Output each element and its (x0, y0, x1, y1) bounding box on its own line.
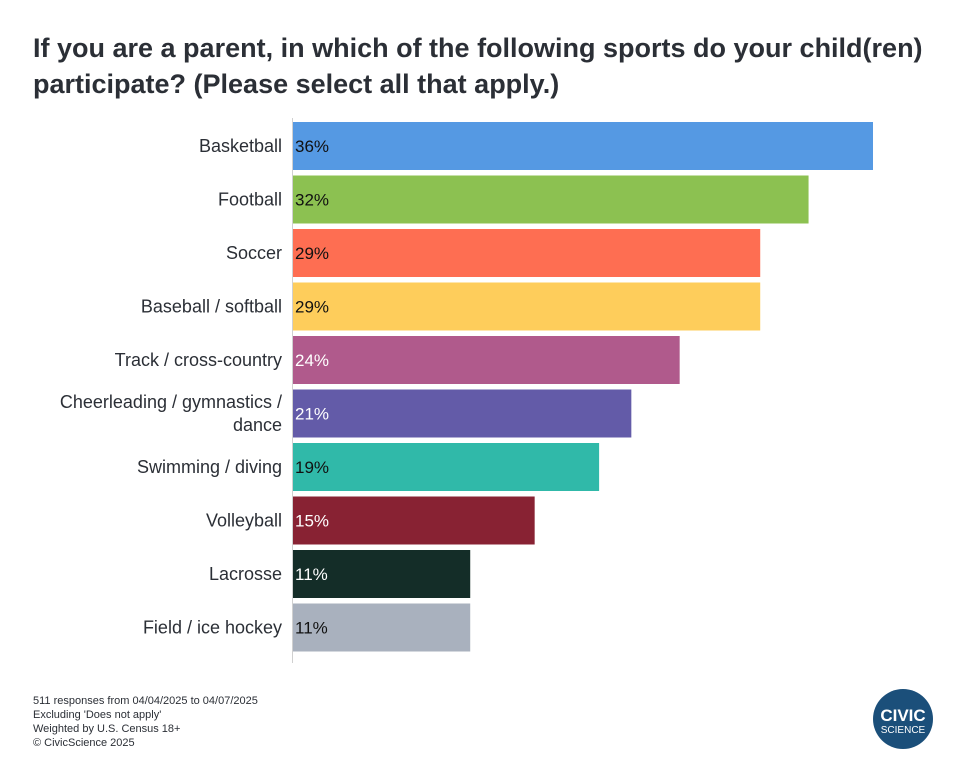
category-label-line: Baseball / softball (141, 297, 282, 317)
logo-text-science: SCIENCE (881, 725, 926, 736)
category-label-line: dance (233, 415, 282, 435)
category-label-line: Swimming / diving (137, 457, 282, 477)
bar-value-label: 29% (295, 298, 329, 317)
category-label-line: Cheerleading / gymnastics / (60, 392, 282, 412)
chart-title: If you are a parent, in which of the fol… (33, 33, 923, 99)
civicscience-logo: CIVIC SCIENCE (873, 689, 933, 749)
category-label: Volleyball (206, 511, 282, 531)
bars-group: 36% Basketball 32% Football 29% Soccer 29% Base… (60, 122, 873, 652)
bar-9 (293, 550, 471, 598)
bar-value-label: 36% (295, 137, 329, 156)
category-label-line: Football (218, 190, 282, 210)
category-label: Field / ice hockey (143, 618, 282, 638)
footer-notes: 511 responses from 04/04/2025 to 04/07/2… (33, 694, 258, 750)
category-label-line: Basketball (199, 136, 282, 156)
bar-value-label: 11% (295, 619, 328, 638)
bar-8 (293, 496, 535, 545)
footer-weighting: Weighted by U.S. Census 18+ (33, 723, 181, 735)
bar-7 (293, 443, 600, 491)
category-label-line: Field / ice hockey (143, 618, 282, 638)
logo-circle-icon (873, 689, 933, 749)
bar-value-label: 15% (295, 512, 329, 531)
footer-excluding: Excluding 'Does not apply' (33, 709, 162, 721)
footer-responses: 511 responses from 04/04/2025 to 04/07/2… (33, 695, 258, 707)
category-label: Lacrosse (209, 564, 282, 584)
bar-value-label: 11% (295, 565, 328, 584)
category-label: Baseball / softball (141, 297, 282, 317)
category-label-line: Soccer (226, 243, 282, 263)
category-label: Football (218, 190, 282, 210)
bar-value-label: 21% (295, 405, 329, 424)
category-label-line: Lacrosse (209, 564, 282, 584)
bar-5 (293, 336, 680, 384)
category-label-line: Track / cross-country (115, 350, 282, 370)
bar-value-label: 32% (295, 191, 329, 210)
bar-3 (293, 229, 761, 277)
bar-1 (293, 122, 873, 170)
category-label-line: Volleyball (206, 511, 282, 531)
category-label: Basketball (199, 136, 282, 156)
logo-text-civic: CIVIC (880, 706, 925, 725)
bar-6 (293, 389, 632, 438)
category-label: Soccer (226, 243, 282, 263)
bar-4 (293, 282, 761, 331)
bar-value-label: 19% (295, 458, 329, 477)
bar-2 (293, 175, 809, 224)
bar-chart: 36% Basketball 32% Football 29% Soccer 29% Base… (60, 118, 873, 663)
bar-value-label: 29% (295, 244, 329, 263)
category-label: Cheerleading / gymnastics / dance (60, 392, 282, 435)
bar-value-label: 24% (295, 351, 329, 370)
category-label: Track / cross-country (115, 350, 282, 370)
bar-10 (293, 603, 471, 652)
category-label: Swimming / diving (137, 457, 282, 477)
footer-copyright: © CivicScience 2025 (33, 737, 135, 749)
